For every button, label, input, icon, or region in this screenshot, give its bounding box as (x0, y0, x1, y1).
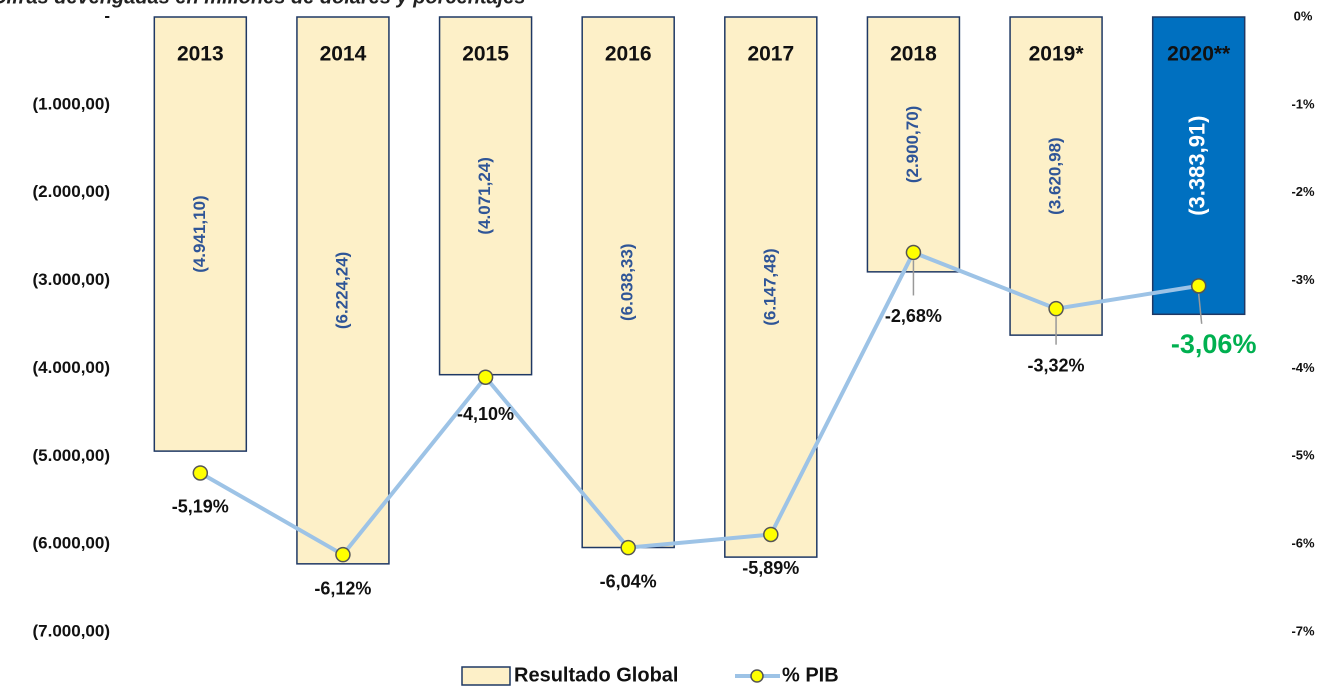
point-label: -6,12% (314, 578, 371, 598)
y-tick-label: (7.000,00) (33, 621, 111, 640)
point-label: -5,19% (172, 497, 229, 517)
point (906, 245, 920, 259)
y2-tick-label: -7% (1291, 623, 1315, 638)
legend-marker (751, 670, 763, 682)
point-label: -6,04% (600, 571, 657, 591)
legend-swatch (462, 667, 510, 685)
y2-tick-label: -5% (1291, 448, 1315, 463)
y2-tick-label: -3% (1291, 272, 1315, 287)
chart: Cifras devengadas en millones de dólares… (0, 0, 1320, 690)
bar-value-label: (3.620,98) (1046, 137, 1065, 215)
legend-label: % PIB (782, 664, 839, 686)
y2-tick-label: 0% (1294, 8, 1313, 23)
point (336, 548, 350, 562)
category-label: 2016 (605, 43, 652, 66)
bar-value-label: (4.941,10) (190, 195, 209, 273)
point (621, 541, 635, 555)
y-tick-label: (1.000,00) (33, 94, 111, 113)
category-label: 2014 (320, 43, 367, 66)
bar-value-label: (4.071,24) (475, 157, 494, 235)
category-label: 2018 (890, 43, 937, 66)
chart-subtitle: Cifras devengadas en millones de dólares… (0, 0, 526, 8)
bar-value-label: (3.383,91) (1185, 116, 1210, 216)
y2-tick-label: -1% (1291, 96, 1315, 111)
category-label: 2019* (1029, 43, 1085, 66)
y-tick-label: (3.000,00) (33, 270, 111, 289)
point (1192, 279, 1206, 293)
category-label: 2017 (747, 43, 794, 66)
legend-label: Resultado Global (514, 664, 678, 686)
y-tick-label: (2.000,00) (33, 182, 111, 201)
category-label: 2020** (1167, 43, 1231, 66)
bar-value-label: (6.038,33) (618, 244, 637, 322)
y2-tick-label: -4% (1291, 360, 1315, 375)
y-tick-label: - (104, 6, 110, 25)
point-label: -4,10% (457, 404, 514, 424)
y-tick-label: (5.000,00) (33, 446, 111, 465)
bar-value-label: (6.224,24) (332, 252, 351, 330)
point (764, 527, 778, 541)
category-label: 2013 (177, 43, 224, 66)
point (479, 370, 493, 384)
y2-tick-label: -6% (1291, 536, 1315, 551)
category-label: 2015 (462, 43, 509, 66)
point-label: -3,32% (1028, 355, 1085, 375)
y-tick-label: (6.000,00) (33, 534, 111, 553)
point-label: -5,89% (742, 558, 799, 578)
point-label: -2,68% (885, 306, 942, 326)
bar-value-label: (2.900,70) (903, 106, 922, 184)
point (193, 466, 207, 480)
y2-tick-label: -2% (1291, 184, 1315, 199)
bar-value-label: (6.147,48) (760, 248, 779, 326)
point-label: -3,06% (1171, 329, 1257, 359)
y-tick-label: (4.000,00) (33, 358, 111, 377)
point (1049, 302, 1063, 316)
